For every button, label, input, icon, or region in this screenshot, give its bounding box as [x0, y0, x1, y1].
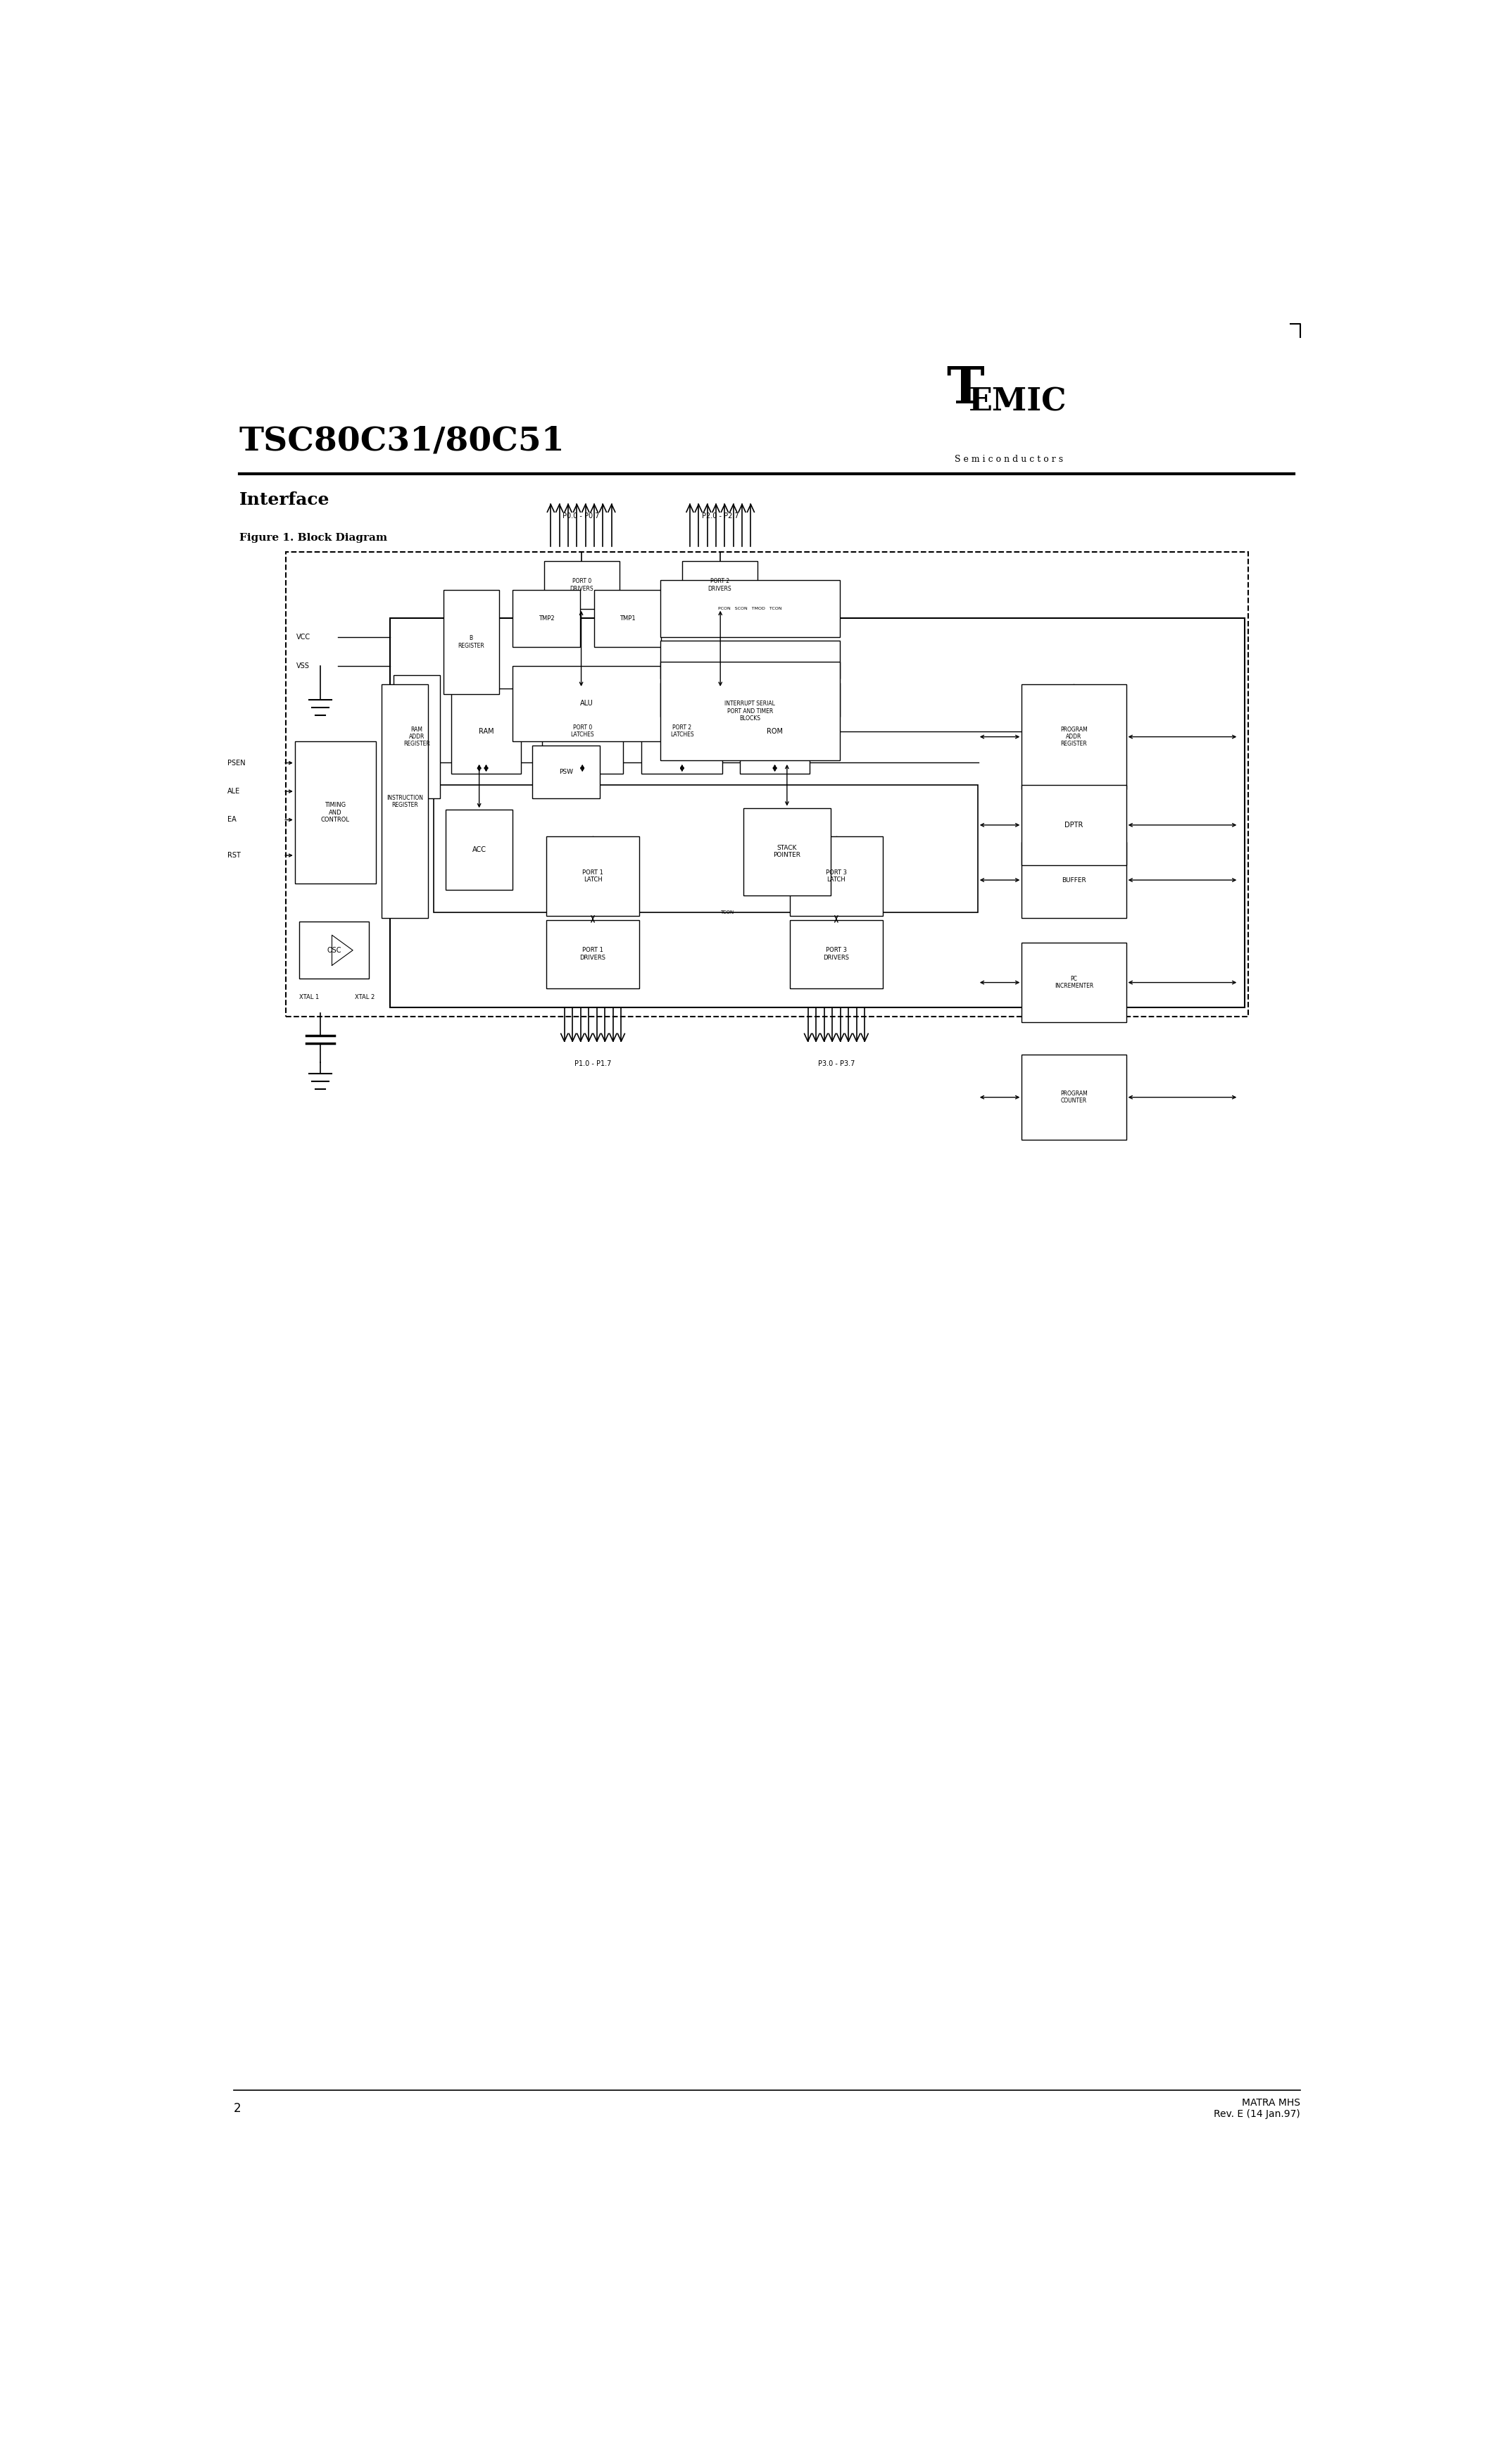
Text: PORT 0
LATCHES: PORT 0 LATCHES	[570, 724, 594, 737]
Text: PCON   SCON   TMOD   TCON: PCON SCON TMOD TCON	[718, 606, 782, 611]
Text: T: T	[947, 365, 984, 414]
Bar	[642, 687, 723, 774]
Text: TL-: TL-	[693, 697, 699, 702]
Text: SBUF: SBUF	[735, 697, 747, 702]
Bar	[299, 922, 370, 978]
Text: TH1: TH1	[790, 658, 799, 663]
Text: OSC: OSC	[328, 946, 341, 954]
Bar	[295, 742, 375, 885]
Bar	[546, 835, 639, 917]
Bar	[513, 665, 661, 742]
Text: PORT 0
DRIVERS: PORT 0 DRIVERS	[570, 579, 594, 591]
Bar	[286, 552, 1248, 1018]
Bar	[741, 687, 809, 774]
Bar	[1022, 1055, 1126, 1141]
Text: S: S	[784, 697, 787, 702]
Text: TH0: TH0	[700, 658, 709, 663]
Bar	[542, 687, 622, 774]
Text: INTERRUPT SERIAL
PORT AND TIMER
BLOCKS: INTERRUPT SERIAL PORT AND TIMER BLOCKS	[724, 700, 775, 722]
Text: MATRA MHS
Rev. E (14 Jan.97): MATRA MHS Rev. E (14 Jan.97)	[1213, 2097, 1300, 2119]
Text: EMIC: EMIC	[968, 387, 1067, 416]
Text: B
REGISTER: B REGISTER	[458, 636, 485, 648]
Text: P3.0 - P3.7: P3.0 - P3.7	[818, 1060, 854, 1067]
Text: PORT 1
LATCH: PORT 1 LATCH	[582, 870, 603, 882]
Text: RST: RST	[227, 853, 241, 860]
Text: PSEN: PSEN	[227, 759, 245, 766]
Text: PORT 3
DRIVERS: PORT 3 DRIVERS	[823, 946, 850, 961]
Text: DPTR: DPTR	[1065, 821, 1083, 828]
Bar	[513, 589, 580, 646]
Bar	[1022, 843, 1126, 919]
Text: PORT 2
LATCHES: PORT 2 LATCHES	[670, 724, 694, 737]
Bar	[546, 919, 639, 988]
Text: PC
INCREMENTER: PC INCREMENTER	[1055, 976, 1094, 991]
Text: VSS: VSS	[296, 663, 310, 670]
Bar	[434, 786, 978, 912]
Bar	[1022, 944, 1126, 1023]
Text: ALU: ALU	[580, 700, 594, 707]
Bar	[452, 687, 521, 774]
Text: BUFFER: BUFFER	[1062, 877, 1086, 882]
Text: TMP1: TMP1	[619, 616, 636, 621]
Text: STACK
POINTER: STACK POINTER	[773, 845, 800, 857]
Text: INSTRUCTION
REGISTER: INSTRUCTION REGISTER	[386, 793, 423, 808]
Text: VCC: VCC	[296, 633, 310, 641]
Bar	[660, 663, 839, 761]
Bar	[660, 579, 839, 638]
Bar	[682, 562, 757, 609]
Text: ALE: ALE	[227, 788, 241, 796]
Bar	[660, 641, 839, 680]
Text: RAM: RAM	[479, 727, 494, 734]
Text: P0.0 - P0.7: P0.0 - P0.7	[562, 513, 600, 520]
Text: PORT 1
DRIVERS: PORT 1 DRIVERS	[580, 946, 606, 961]
Text: XTAL 2: XTAL 2	[355, 993, 375, 1000]
Bar	[381, 685, 428, 919]
Bar	[660, 683, 839, 717]
Text: TL0: TL0	[747, 658, 754, 663]
Bar	[533, 744, 600, 798]
Text: P2.0 - P2.7: P2.0 - P2.7	[702, 513, 739, 520]
Text: PORT 3
LATCH: PORT 3 LATCH	[826, 870, 847, 882]
Bar	[790, 835, 883, 917]
Text: Figure 1. Block Diagram: Figure 1. Block Diagram	[239, 532, 387, 542]
Text: PROGRAM
ADDR
REGISTER: PROGRAM ADDR REGISTER	[1061, 727, 1088, 747]
Bar	[1022, 685, 1126, 788]
Bar	[446, 811, 513, 890]
Bar	[545, 562, 619, 609]
Text: ACC: ACC	[473, 845, 486, 853]
Bar	[744, 808, 830, 894]
Text: TCON: TCON	[721, 909, 735, 914]
Bar	[443, 589, 498, 695]
Text: P1.0 - P1.7: P1.0 - P1.7	[574, 1060, 612, 1067]
Text: TIMING
AND
CONTROL: TIMING AND CONTROL	[322, 803, 350, 823]
Text: RAM
ADDR
REGISTER: RAM ADDR REGISTER	[404, 727, 429, 747]
Text: 2: 2	[233, 2102, 241, 2114]
Bar	[790, 919, 883, 988]
Text: XTAL 1: XTAL 1	[299, 993, 319, 1000]
Bar	[594, 589, 661, 646]
Text: PROGRAM
COUNTER: PROGRAM COUNTER	[1061, 1092, 1088, 1104]
Text: Interface: Interface	[239, 490, 329, 508]
Text: PSW: PSW	[560, 769, 573, 776]
Bar	[1022, 786, 1126, 865]
Text: ROM: ROM	[767, 727, 782, 734]
Text: PORT 2
DRIVERS: PORT 2 DRIVERS	[708, 579, 732, 591]
Text: IP: IP	[817, 697, 820, 702]
Text: EA: EA	[227, 816, 236, 823]
Text: TSC80C31/80C51: TSC80C31/80C51	[239, 424, 565, 458]
Bar	[390, 618, 1245, 1008]
Text: S e m i c o n d u c t o r s: S e m i c o n d u c t o r s	[954, 456, 1064, 463]
Bar	[393, 675, 440, 798]
Text: TMP2: TMP2	[539, 616, 555, 621]
